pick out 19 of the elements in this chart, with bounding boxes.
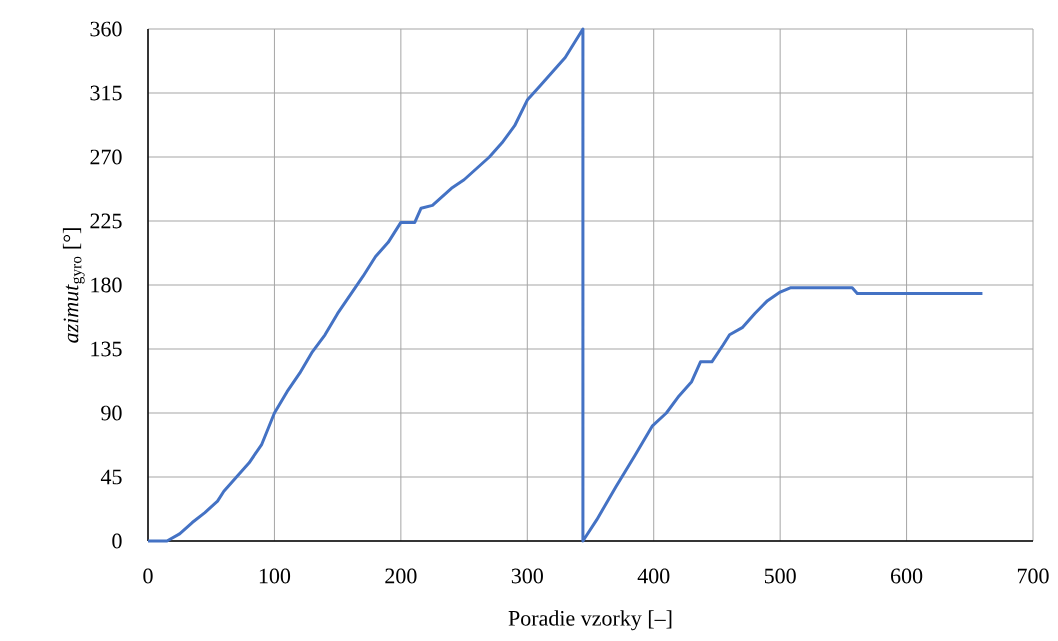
y-tick-label: 225 [90,213,122,229]
y-tick-label: 270 [90,149,122,165]
y-tick-label: 0 [112,533,122,549]
y-axis-title: azimut$_{gyro}$ [°] [62,228,85,343]
y-tick-label: 180 [91,277,122,293]
x-tick-label: 600 [891,568,923,584]
x-tick-label: 100 [259,568,291,584]
x-axis-title: Poradie vzorky [–] [508,610,672,631]
x-tick-label: 200 [385,568,417,584]
y-tick-label: 135 [91,341,122,357]
x-tick-label: 0 [143,568,153,584]
x-tick-label: 400 [637,568,670,584]
y-tick-label: 45 [100,469,122,485]
y-tick-label: 360 [90,21,122,37]
x-tick-label: 700 [1017,568,1049,584]
x-tick-label: 500 [764,568,796,584]
x-tick-label: 300 [511,568,543,584]
y-tick-label: 315 [90,85,122,101]
y-tick-label: 90 [101,405,122,421]
